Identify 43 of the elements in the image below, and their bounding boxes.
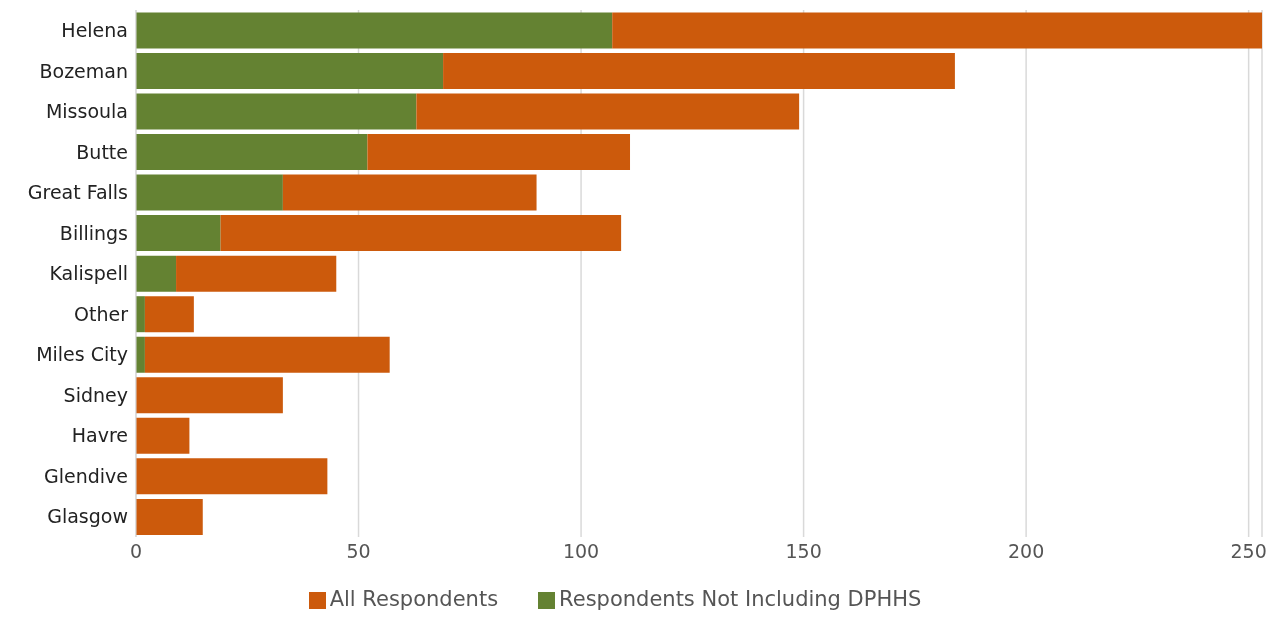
bar: [443, 52, 955, 89]
bar: [176, 255, 337, 292]
bar: [136, 377, 283, 414]
y-tick-label: Helena: [61, 19, 128, 42]
bar: [136, 12, 613, 49]
bar: [136, 336, 145, 373]
legend-label: All Respondents: [329, 587, 499, 611]
bar: [136, 417, 190, 454]
bar: [416, 93, 800, 130]
bar: [282, 174, 537, 211]
y-tick-label: Great Falls: [27, 181, 128, 204]
y-tick-label: Glasgow: [47, 505, 128, 528]
x-tick-label: 200: [1007, 540, 1045, 563]
bar: [136, 134, 368, 171]
bar: [136, 93, 417, 130]
y-tick-label: Glendive: [43, 464, 128, 487]
x-tick-label: 250: [1230, 540, 1267, 563]
x-tick-label: 50: [346, 540, 371, 563]
bar: [136, 215, 221, 252]
y-tick-label: Miles City: [36, 343, 128, 366]
y-tick-label: Missoula: [45, 100, 128, 123]
bar: [220, 215, 622, 252]
y-tick-label: Billings: [59, 221, 128, 244]
y-tick-label: Sidney: [63, 383, 128, 406]
bar: [136, 458, 328, 495]
legend-label: Respondents Not Including DPHHS: [559, 587, 922, 611]
y-tick-label: Havre: [71, 424, 128, 447]
y-tick-label: Kalispell: [49, 262, 128, 285]
bar: [136, 296, 145, 333]
bar: [612, 12, 1262, 49]
x-tick-label: 0: [129, 540, 143, 563]
bar: [136, 52, 444, 89]
bar: [144, 336, 390, 373]
x-tick-label: 150: [785, 540, 822, 563]
y-tick-label: Other: [74, 302, 129, 325]
y-tick-label: Butte: [76, 140, 128, 163]
bar: [136, 498, 203, 535]
bar: [136, 255, 177, 292]
x-tick-label: 100: [562, 540, 600, 563]
bar: [367, 134, 631, 171]
y-tick-label: Bozeman: [39, 59, 128, 82]
bar: [136, 174, 283, 211]
bar: [144, 296, 194, 333]
